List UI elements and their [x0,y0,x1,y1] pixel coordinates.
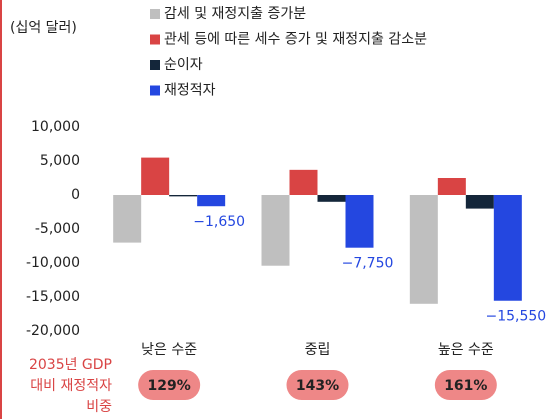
annotation-line: 2035년 GDP [29,357,112,373]
legend-swatch [150,34,160,45]
bar [437,178,466,195]
y-tick-label: 10,000 [31,119,80,135]
legend-swatch [150,85,160,96]
ratio-pill [138,370,201,400]
ratio-label: 129% [148,378,191,394]
legend-swatch [150,60,160,70]
annotation-line: 비중 [86,399,112,415]
ratio-pill [434,370,497,400]
y-tick-label: -15,000 [26,289,80,305]
ratio-pill [286,370,349,400]
bar [169,195,198,197]
bar [113,195,142,243]
value-label: −1,650 [193,214,245,230]
y-tick-label: -10,000 [26,255,80,271]
bar [197,195,226,207]
y-tick-label: -20,000 [26,323,80,339]
bar [493,195,522,301]
bar [261,195,290,266]
value-label: −15,550 [485,309,546,325]
legend-label: 감세 및 재정지출 증가분 [164,6,306,22]
unit-label: (십억 달러) [10,20,77,36]
bar [409,195,438,304]
y-tick-label: -5,000 [35,221,80,237]
y-tick-label: 5,000 [40,153,80,169]
ratio-label: 161% [444,378,487,394]
bar [465,195,494,209]
bar [317,195,346,202]
y-tick-label: 0 [71,187,80,203]
legend-label: 재정적자 [164,83,216,99]
bar [289,169,318,195]
legend-label: 순이자 [164,57,203,73]
x-tick-label: 낮은 수준 [141,342,197,358]
bar [141,157,170,195]
legend-swatch [150,9,160,19]
x-tick-label: 높은 수준 [438,342,494,358]
ratio-label: 143% [296,378,339,394]
annotation-line: 대비 재정적자 [30,378,112,394]
legend-label: 관세 등에 따른 세수 증가 및 재정지출 감소분 [164,32,427,48]
x-tick-label: 중립 [305,342,331,358]
value-label: −7,750 [342,256,394,272]
bar [345,195,374,248]
